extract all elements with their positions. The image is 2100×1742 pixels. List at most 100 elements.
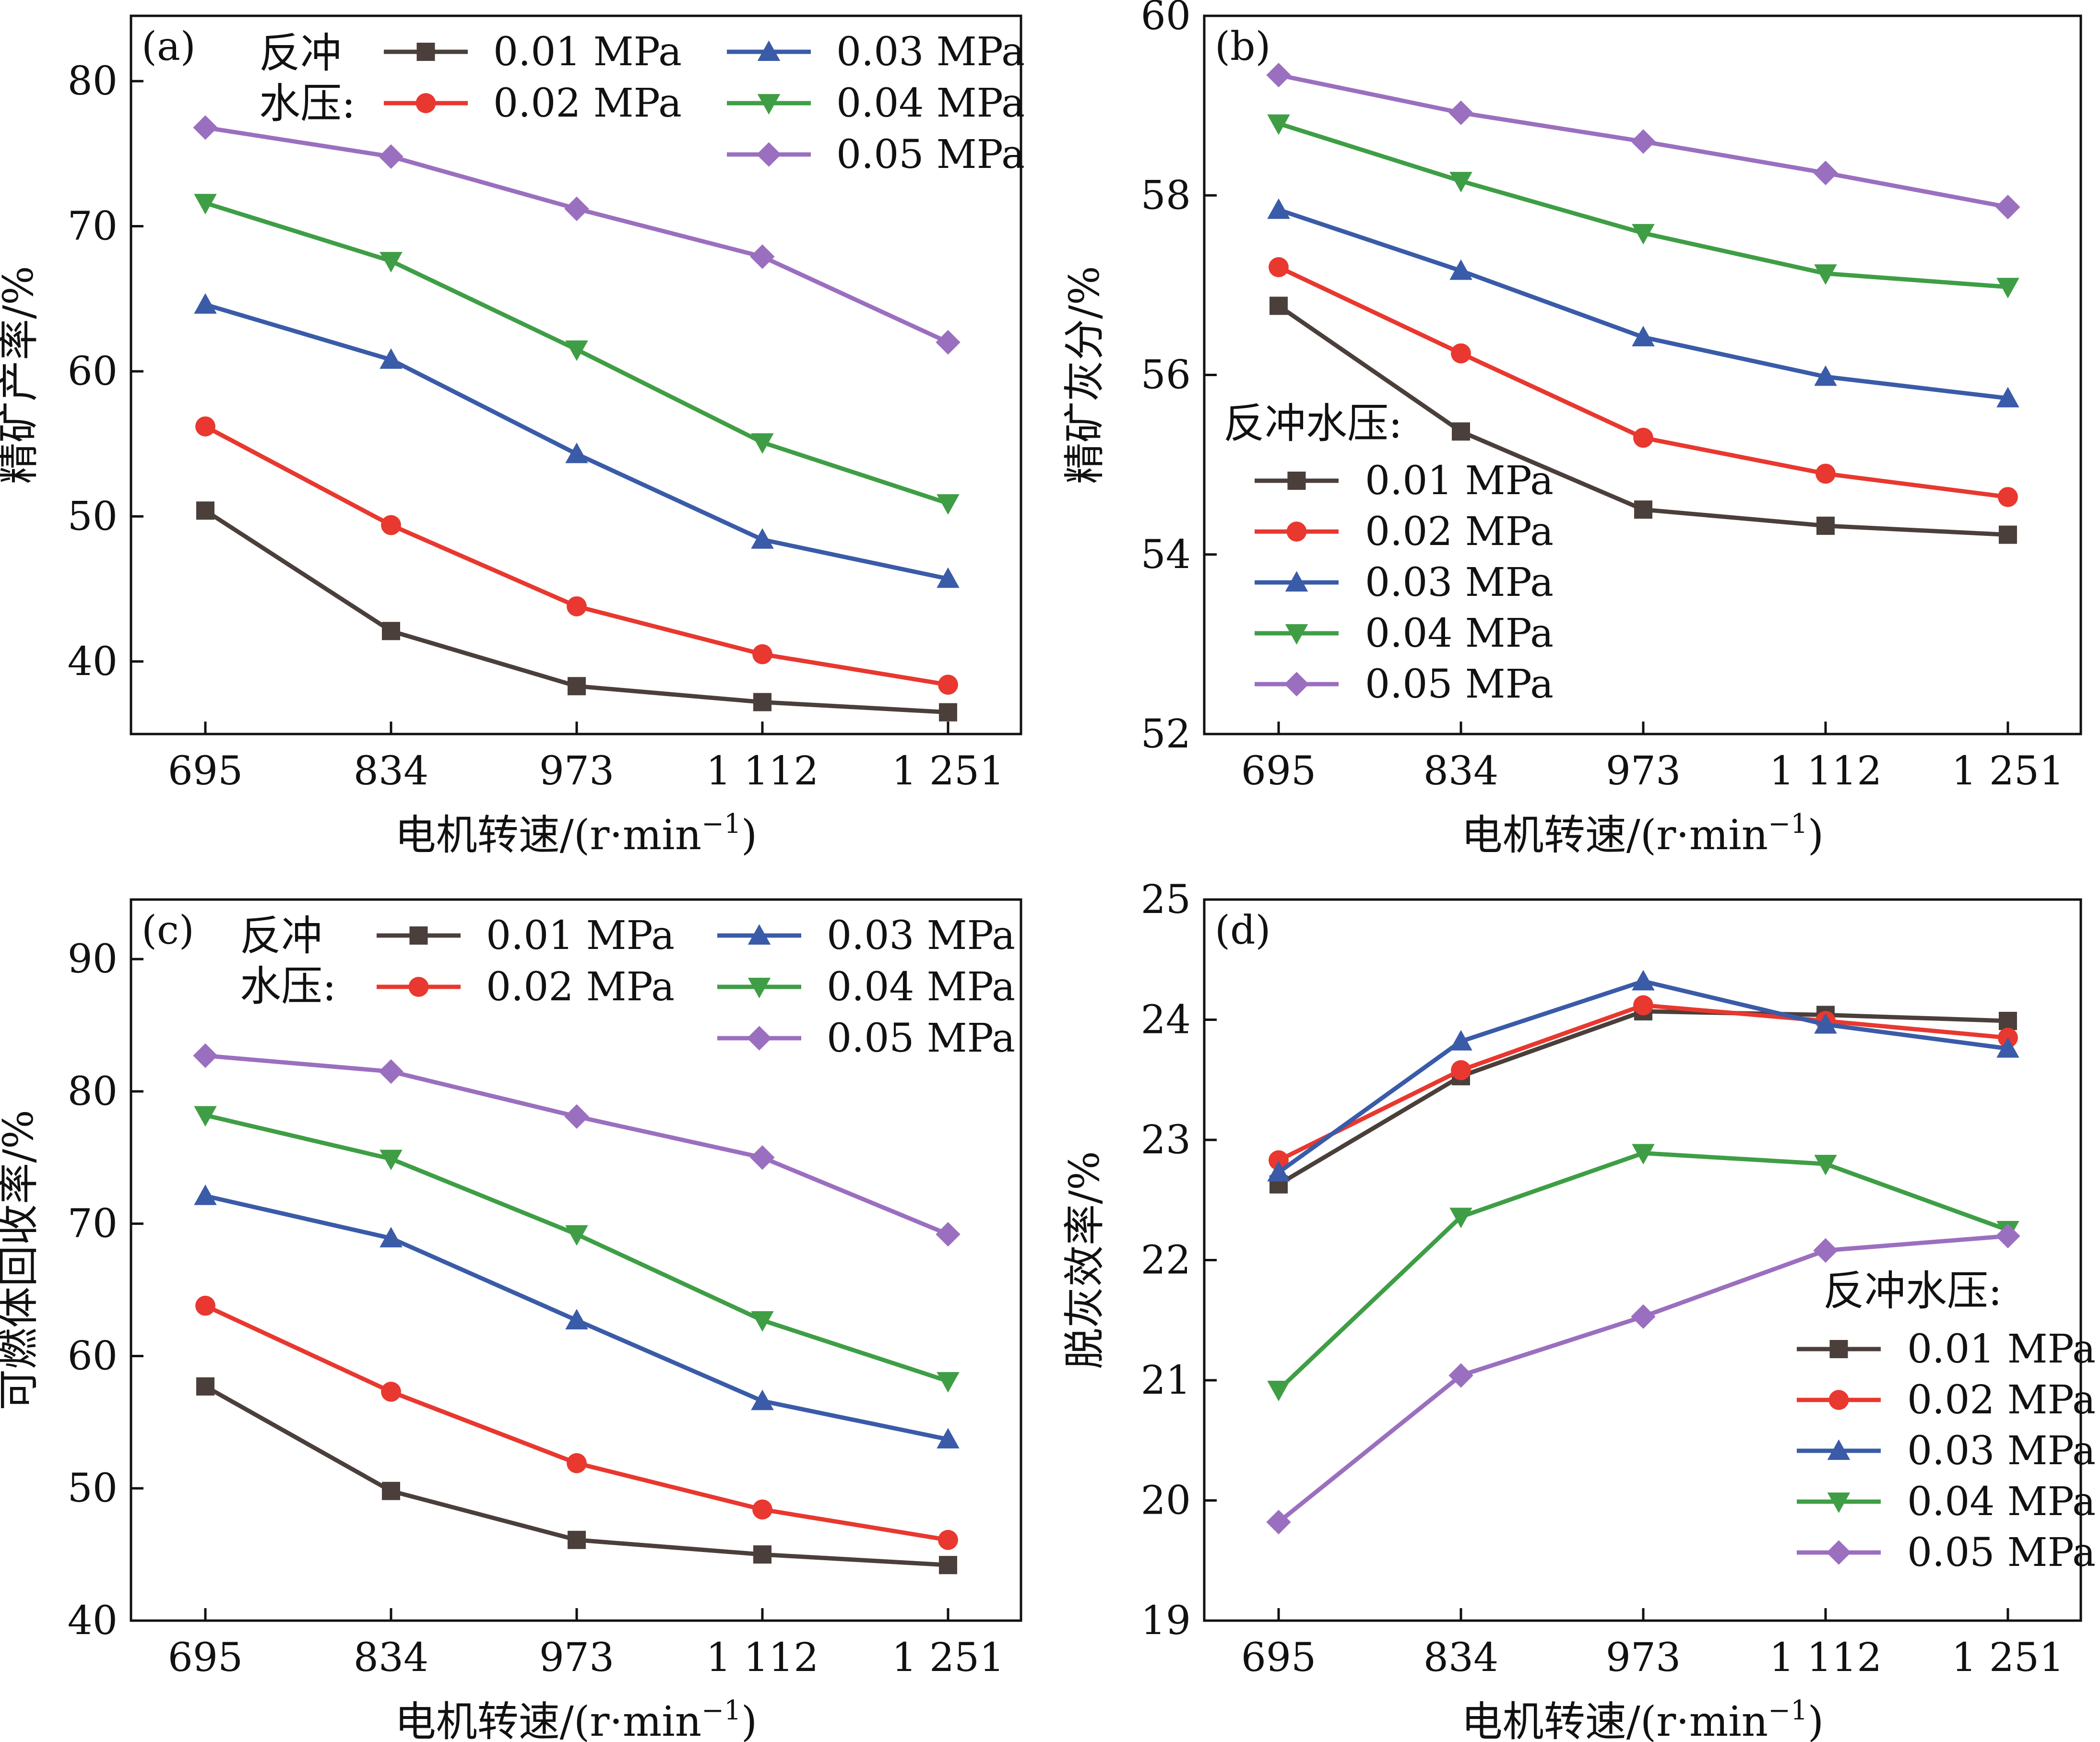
legend-item: 0.03 MPa: [1255, 560, 1554, 605]
legend-title: 反冲: [259, 29, 342, 77]
legend-item: 0.01 MPa: [1797, 1327, 2096, 1372]
chart-panel-d: (d) 19 20 21 22 23 24 25 695 834 973 1 112 1 251 电机转速…: [1061, 877, 2096, 1742]
data-point: [1266, 1509, 1291, 1535]
x-axis-title-sup: −1: [701, 808, 741, 840]
data-point: [1996, 387, 2019, 408]
data-point: [1267, 1161, 1290, 1182]
series-0_04-MPa: [1267, 1144, 2019, 1401]
data-point: [1632, 1144, 1655, 1165]
legend-label: 0.01 MPa: [486, 913, 675, 959]
data-point: [1267, 114, 1290, 135]
x-tick-label: 1 112: [1769, 1635, 1882, 1681]
legend: 反冲水压: 0.01 MPa 0.02 MPa 0.03 MPa 0.04 MPa 0.0…: [240, 912, 1015, 1061]
series-0_05-MPa: [1266, 62, 2020, 220]
x-tick-label: 695: [1241, 748, 1317, 794]
data-point: [938, 675, 958, 695]
data-point: [565, 1225, 588, 1246]
data-point: [751, 433, 774, 454]
x-tick-label: 1 251: [892, 1635, 1005, 1681]
data-point: [196, 1377, 214, 1396]
data-point: [1999, 525, 2017, 544]
x-tick-label: 834: [354, 748, 429, 794]
y-tick-label: 25: [1141, 877, 1191, 923]
legend-item: 0.02 MPa: [384, 81, 682, 126]
data-point: [1632, 970, 1655, 991]
y-tick-label: 80: [68, 59, 118, 104]
x-tick-label: 695: [168, 1635, 243, 1681]
legend-label: 0.03 MPa: [827, 913, 1015, 959]
y-axis-title: 可燃体回收率/%: [0, 1110, 43, 1410]
data-point: [937, 494, 960, 515]
legend-title: 反冲: [240, 912, 322, 960]
y-tick-label: 70: [68, 204, 118, 249]
legend-title: 水压:: [240, 962, 336, 1010]
y-tick-label: 40: [68, 1598, 118, 1644]
legend-marker: [1287, 472, 1306, 490]
x-axis-title-main: 电机转速/(r·min: [1461, 811, 1768, 859]
legend-label: 0.03 MPa: [1365, 560, 1554, 605]
series-0_03-MPa: [194, 1184, 960, 1449]
legend-label: 0.01 MPa: [1365, 458, 1554, 504]
series-0_05-MPa: [193, 1043, 961, 1247]
legend-label: 0.04 MPa: [836, 81, 1025, 126]
legend-title: 反冲水压:: [1223, 400, 1402, 448]
data-point: [195, 1295, 215, 1316]
data-point: [565, 340, 588, 361]
legend-marker: [1286, 521, 1307, 542]
legend-item: 0.04 MPa: [717, 964, 1015, 1010]
series-0_02-MPa: [195, 416, 958, 695]
chart-panel-c: (c) 40 50 60 70 80 90 695 834 973 1 112 1 251 电机转速/(…: [0, 898, 1022, 1742]
x-axis-title: 电机转速/(r·min−1): [395, 1695, 758, 1742]
data-point: [1995, 1223, 2020, 1249]
series-0_04-MPa: [194, 194, 960, 515]
legend-marker: [415, 93, 436, 113]
data-point: [568, 1530, 586, 1549]
legend-item: 0.03 MPa: [727, 29, 1025, 75]
legend-label: 0.02 MPa: [1365, 509, 1554, 555]
legend-marker: [757, 94, 781, 115]
x-tick-label: 973: [1606, 1635, 1681, 1681]
panel-label: (a): [142, 24, 196, 70]
legend-item: 0.05 MPa: [717, 1016, 1015, 1061]
legend-label: 0.02 MPa: [486, 964, 675, 1010]
x-tick-label: 1 251: [1952, 1635, 2064, 1681]
y-tick-label: 90: [68, 936, 118, 982]
legend-item: 0.01 MPa: [1255, 458, 1554, 504]
x-axis-title: 电机转速/(r·min−1): [1461, 808, 1824, 859]
legend-marker: [1284, 672, 1309, 697]
x-axis-title-close: ): [1808, 811, 1824, 859]
data-point: [379, 144, 403, 169]
data-point: [379, 1059, 403, 1084]
data-point: [568, 677, 586, 696]
legend-item: 0.02 MPa: [377, 964, 675, 1010]
data-point: [195, 416, 215, 437]
data-point: [564, 1104, 589, 1129]
x-tick-label: 973: [1606, 748, 1681, 794]
legend-label: 0.02 MPa: [1907, 1377, 2096, 1423]
data-point: [565, 1309, 588, 1329]
x-axis-title-close: ): [741, 1698, 758, 1742]
y-tick-label: 54: [1141, 532, 1191, 578]
data-point: [380, 1149, 403, 1171]
data-point: [194, 1106, 217, 1127]
legend-marker: [1827, 1439, 1851, 1460]
x-tick-label: 1 112: [706, 1635, 819, 1681]
y-tick-label: 58: [1141, 173, 1191, 218]
x-tick-label: 1 112: [1769, 748, 1882, 794]
y-tick-label: 50: [68, 494, 118, 539]
data-point: [1632, 224, 1655, 245]
data-point: [750, 1145, 775, 1170]
data-point: [380, 252, 403, 273]
data-point: [1267, 198, 1290, 219]
legend-label: 0.01 MPa: [493, 29, 682, 75]
legend-label: 0.02 MPa: [493, 81, 682, 126]
y-tick-label: 60: [1141, 0, 1191, 39]
legend-item: 0.02 MPa: [1255, 509, 1554, 555]
legend-marker: [747, 1026, 772, 1051]
data-point: [193, 115, 218, 140]
y-tick-label: 56: [1141, 353, 1191, 398]
x-axis-title-close: ): [1808, 1698, 1824, 1742]
data-point: [1631, 129, 1656, 154]
x-tick-label: 834: [354, 1635, 429, 1681]
